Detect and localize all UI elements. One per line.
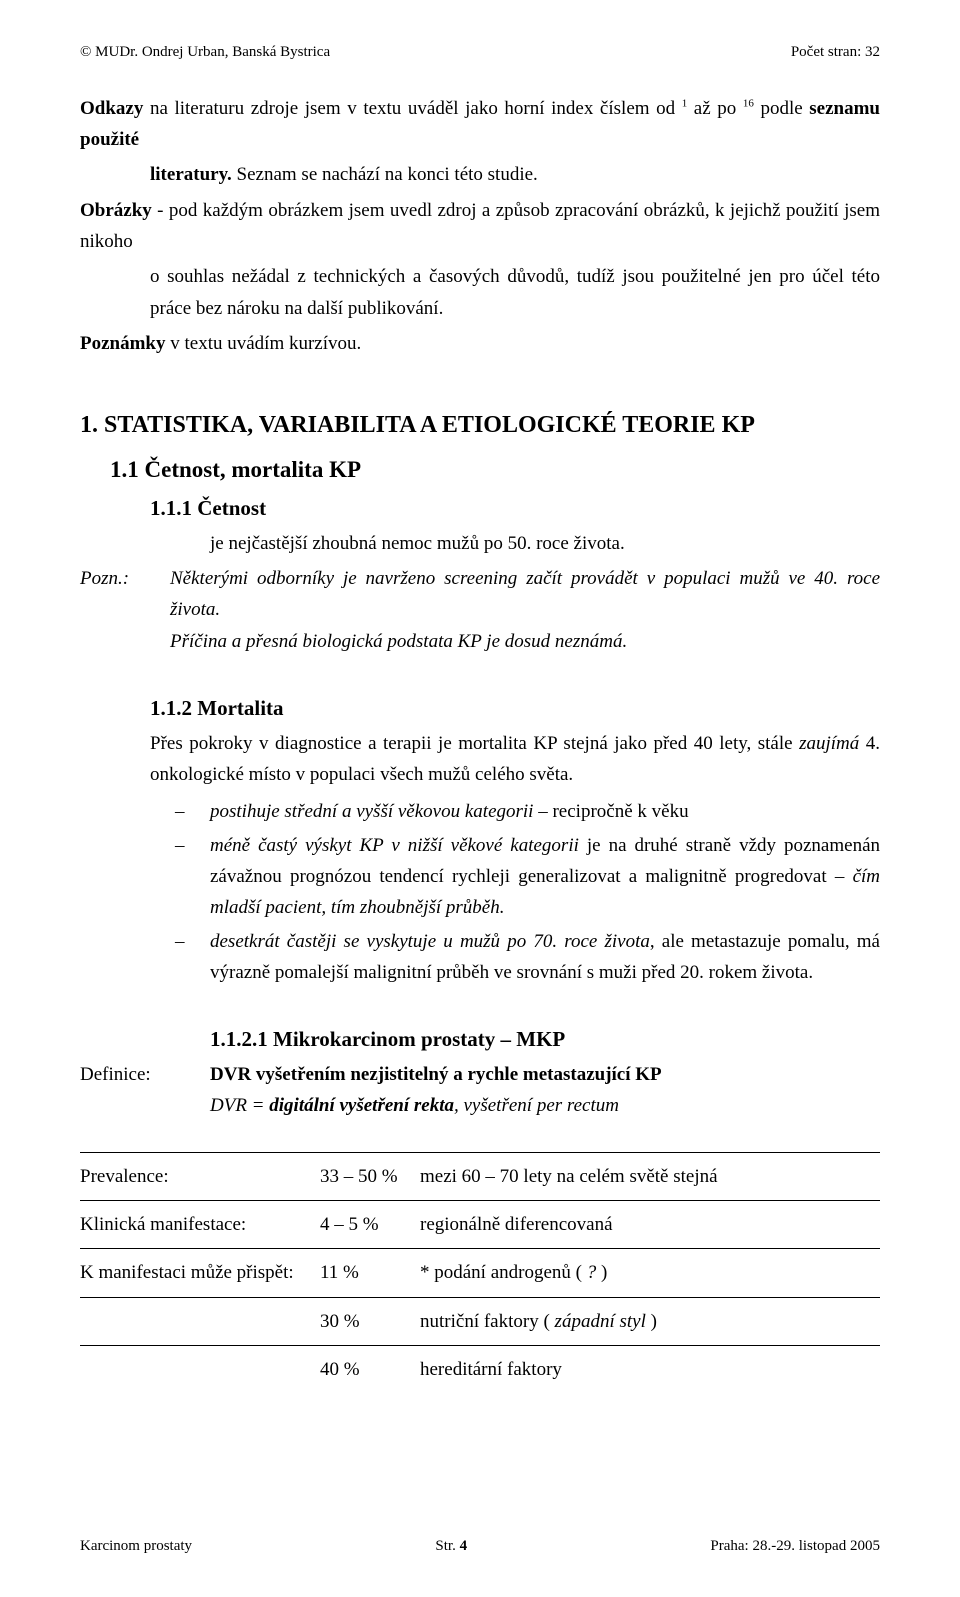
cell: * podání androgenů ( ? ) bbox=[420, 1257, 880, 1288]
bullet-2-text: méně častý výskyt KP v nižší věkové kate… bbox=[210, 830, 880, 924]
t: ) bbox=[646, 1311, 657, 1332]
intro-p3: Poznámky v textu uvádím kurzívou. bbox=[80, 328, 880, 359]
pozn-label: Pozn.: bbox=[80, 563, 170, 657]
footer-mid: Str. 4 bbox=[435, 1534, 467, 1559]
t: zaujímá bbox=[799, 733, 859, 754]
page-header: © MUDr. Ondrej Urban, Banská Bystrica Po… bbox=[80, 40, 880, 65]
dvr-line: DVR = digitální vyšetření rekta, vyšetře… bbox=[80, 1090, 880, 1121]
t: v textu uvádím kurzívou. bbox=[166, 333, 362, 354]
t: , vyšetření per rectum bbox=[454, 1095, 619, 1116]
para-1-1-2: Přes pokroky v diagnostice a terapii je … bbox=[80, 728, 880, 791]
pozn-line2: Příčina a přesná biologická podstata KP … bbox=[170, 626, 880, 657]
cell: hereditární faktory bbox=[420, 1354, 880, 1385]
t: * podání androgenů ( bbox=[420, 1262, 587, 1283]
pozn-line1: Některými odborníky je navrženo screenin… bbox=[170, 563, 880, 626]
intro-p2-rest: o souhlas nežádal z technických a časový… bbox=[80, 261, 880, 324]
heading-1-1-2-1: 1.1.2.1 Mikrokarcinom prostaty – MKP bbox=[210, 1022, 880, 1057]
t: podle bbox=[754, 98, 809, 119]
t: ) bbox=[596, 1262, 607, 1283]
t: desetkrát častěji se vyskytuje u mužů po… bbox=[210, 931, 650, 952]
footer-right: Praha: 28.-29. listopad 2005 bbox=[710, 1534, 880, 1559]
data-table: Prevalence: 33 – 50 % mezi 60 – 70 lety … bbox=[80, 1152, 880, 1394]
intro-p1: Odkazy na literaturu zdroje jsem v textu… bbox=[80, 93, 880, 156]
intro-p1-line2: literatury. Seznam se nachází na konci t… bbox=[80, 159, 880, 190]
t: Přes pokroky v diagnostice a terapii je … bbox=[150, 733, 799, 754]
header-left: © MUDr. Ondrej Urban, Banská Bystrica bbox=[80, 40, 330, 65]
t: na literaturu zdroje jsem v textu uváděl… bbox=[143, 98, 681, 119]
bullet-2: – méně častý výskyt KP v nižší věkové ka… bbox=[175, 830, 880, 924]
t: ? bbox=[587, 1262, 597, 1283]
body-1-1-1: je nejčastější zhoubná nemoc mužů po 50.… bbox=[80, 528, 880, 559]
cell: 11 % bbox=[320, 1257, 420, 1288]
table-row: Klinická manifestace: 4 – 5 % regionálně… bbox=[80, 1201, 880, 1249]
t: postihuje střední a vyšší věkovou katego… bbox=[210, 801, 533, 822]
cell: K manifestaci může přispět: bbox=[80, 1257, 320, 1288]
page-footer: Karcinom prostaty Str. 4 Praha: 28.-29. … bbox=[80, 1534, 880, 1559]
t: - pod každým obrázkem jsem uvedl zdroj a… bbox=[80, 200, 880, 252]
pozn-row: Pozn.: Některými odborníky je navrženo s… bbox=[80, 563, 880, 657]
dash-icon: – bbox=[175, 926, 210, 989]
t: literatury. bbox=[150, 164, 232, 185]
t: Obrázky bbox=[80, 200, 152, 221]
cell: 30 % bbox=[320, 1306, 420, 1337]
t: až po bbox=[687, 98, 743, 119]
t: nutriční faktory ( bbox=[420, 1311, 555, 1332]
page: © MUDr. Ondrej Urban, Banská Bystrica Po… bbox=[0, 0, 960, 1443]
cell: mezi 60 – 70 lety na celém světě stejná bbox=[420, 1161, 880, 1192]
heading-1-1-2: 1.1.2 Mortalita bbox=[80, 691, 880, 726]
t: Seznam se nachází na konci této studie. bbox=[232, 164, 538, 185]
t: DVR = bbox=[210, 1095, 269, 1116]
bullet-1: – postihuje střední a vyšší věkovou kate… bbox=[175, 796, 880, 827]
cell: 4 – 5 % bbox=[320, 1209, 420, 1240]
pozn-body: Některými odborníky je navrženo screenin… bbox=[170, 563, 880, 657]
footer-left: Karcinom prostaty bbox=[80, 1534, 192, 1559]
bullet-1-text: postihuje střední a vyšší věkovou katego… bbox=[210, 796, 880, 827]
definition-row: Definice: DVR vyšetřením nezjistitelný a… bbox=[80, 1059, 880, 1090]
t: západní styl bbox=[555, 1311, 646, 1332]
cell: Klinická manifestace: bbox=[80, 1209, 320, 1240]
header-right: Počet stran: 32 bbox=[791, 40, 880, 65]
intro-p2: Obrázky - pod každým obrázkem jsem uvedl… bbox=[80, 195, 880, 258]
bullet-3-text: desetkrát častěji se vyskytuje u mužů po… bbox=[210, 926, 880, 989]
bullet-list: – postihuje střední a vyšší věkovou kate… bbox=[80, 796, 880, 988]
t: – recipročně k věku bbox=[533, 801, 688, 822]
cell: 33 – 50 % bbox=[320, 1161, 420, 1192]
cell: Prevalence: bbox=[80, 1161, 320, 1192]
definition-body: DVR vyšetřením nezjistitelný a rychle me… bbox=[210, 1059, 880, 1090]
page-number: 4 bbox=[460, 1538, 468, 1554]
heading-1-1: 1.1 Četnost, mortalita KP bbox=[80, 451, 880, 489]
t: Str. bbox=[435, 1538, 459, 1554]
bullet-3: – desetkrát častěji se vyskytuje u mužů … bbox=[175, 926, 880, 989]
intro-p1-bold: Odkazy bbox=[80, 98, 143, 119]
t: digitální vyšetření rekta bbox=[269, 1095, 454, 1116]
intro-block: Odkazy na literaturu zdroje jsem v textu… bbox=[80, 93, 880, 360]
heading-1: 1. STATISTIKA, VARIABILITA A ETIOLOGICKÉ… bbox=[80, 406, 880, 446]
table-row: 30 % nutriční faktory ( západní styl ) bbox=[80, 1298, 880, 1346]
t: Poznámky bbox=[80, 333, 166, 354]
cell: regionálně diferencovaná bbox=[420, 1209, 880, 1240]
table-row: 40 % hereditární faktory bbox=[80, 1346, 880, 1393]
sup2: 16 bbox=[743, 97, 754, 109]
table-row: Prevalence: 33 – 50 % mezi 60 – 70 lety … bbox=[80, 1153, 880, 1201]
dash-icon: – bbox=[175, 796, 210, 827]
t: méně častý výskyt KP v nižší věkové kate… bbox=[210, 835, 579, 856]
table-row: K manifestaci může přispět: 11 % * podán… bbox=[80, 1249, 880, 1297]
dash-icon: – bbox=[175, 830, 210, 924]
cell: 40 % bbox=[320, 1354, 420, 1385]
heading-1-1-1: 1.1.1 Četnost bbox=[80, 491, 880, 526]
cell: nutriční faktory ( západní styl ) bbox=[420, 1306, 880, 1337]
definition-label: Definice: bbox=[80, 1059, 210, 1090]
